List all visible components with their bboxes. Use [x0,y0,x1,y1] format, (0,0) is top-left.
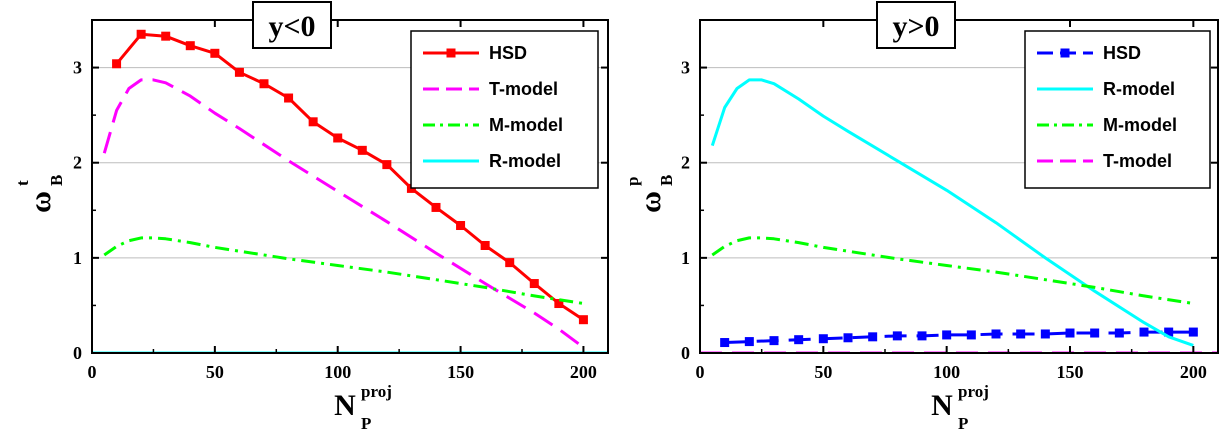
y-axis-label-main: ω [634,191,667,213]
data-point [431,202,441,212]
data-point [769,336,779,346]
data-point [892,331,902,341]
data-point [843,333,853,343]
data-point [966,330,976,340]
x-axis-label-superscript: proj [361,382,392,401]
x-tick-label: 50 [814,362,832,382]
data-point [1016,329,1026,339]
y-axis-label: ωp B [623,175,676,213]
legend: HSD R-model M-model T-model [1024,30,1211,189]
x-tick-label: 200 [570,362,597,382]
series-group [700,78,1218,353]
legend: HSD T-model M-model R-model [410,30,599,189]
panel-tag-text: y>0 [892,10,939,43]
legend-label: T-model [489,79,558,99]
panel-tag-text: y<0 [268,10,315,43]
legend-label: M-model [1103,115,1177,135]
x-tick-label: 200 [1180,362,1207,382]
x-tick-label: 0 [88,362,97,382]
legend-label: R-model [1103,79,1175,99]
data-point [1090,328,1100,338]
data-point [1139,327,1149,337]
chart-panel-left: 0 50 100 150 200 0 1 2 3 N proj Pωt By<0 HSD T-model M-… [13,1,609,433]
data-point [185,41,195,51]
data-point [917,331,927,341]
data-point [744,337,754,347]
data-point [1164,327,1174,337]
data-point [720,338,730,348]
data-point [1188,327,1198,337]
data-point [234,67,244,77]
x-tick-label: 0 [696,362,705,382]
data-point [210,48,220,58]
data-point [1065,328,1075,338]
legend-label: M-model [489,115,563,135]
panel-tag: y<0 [252,1,332,49]
y-axis-label-superscript: p [623,177,642,186]
series-line-m-model [711,236,1194,305]
x-axis-label: N [334,389,356,422]
data-point [818,334,828,344]
y-tick-label: 2 [681,153,690,173]
data-point [505,258,515,268]
data-point [942,330,952,340]
series-group [92,29,608,353]
x-tick-label: 50 [206,362,224,382]
data-point [161,31,171,41]
y-tick-label: 1 [681,248,690,268]
x-tick-label: 100 [933,362,960,382]
data-point [868,332,878,342]
legend-label: R-model [489,151,561,171]
y-tick-label: 2 [73,153,82,173]
data-point [578,315,588,325]
data-point [991,329,1001,339]
y-axis-label-subscript: B [657,175,676,186]
data-point [480,240,490,250]
plot-frame [91,19,609,354]
y-axis-label-main: ω [24,191,57,213]
legend-marker [446,48,456,58]
x-axis-label-subscript: P [361,414,371,433]
legend-box [1024,30,1211,189]
x-tick-label: 150 [447,362,474,382]
x-axis-label-subscript: P [958,414,968,433]
panel-tag: y>0 [876,1,956,49]
plot-frame [699,19,1219,354]
y-tick-label: 1 [73,248,82,268]
chart-panel-right: 0 50 100 150 200 0 1 2 3 N proj Pωp By>0 HSD R-model M-… [623,1,1219,433]
data-point [357,145,367,155]
y-axis-label: ωt B [13,175,66,213]
data-point [1114,328,1124,338]
y-tick-label: 3 [681,58,690,78]
x-axis-label: N [931,389,953,422]
x-tick-label: 150 [1057,362,1084,382]
legend-label: T-model [1103,151,1172,171]
series-line-t-model [102,78,585,349]
x-axis-label-superscript: proj [958,382,989,401]
data-point [1040,329,1050,339]
data-point [794,335,804,345]
y-tick-label: 0 [681,343,690,363]
data-point [382,160,392,170]
data-point [308,117,318,127]
y-tick-label: 0 [73,343,82,363]
data-point [333,133,343,143]
data-point [456,221,466,231]
data-point [554,299,564,309]
series-line-m-model [103,236,584,305]
legend-label: HSD [1103,43,1141,63]
data-point [259,79,269,89]
y-tick-label: 3 [73,58,82,78]
legend-marker [1060,48,1070,58]
legend-label: HSD [489,43,527,63]
data-point [112,59,122,69]
y-axis-label-superscript: t [13,180,32,186]
series-line-r-model [710,78,1194,347]
x-tick-label: 100 [324,362,351,382]
data-point [136,29,146,39]
data-point [529,279,539,289]
y-axis-label-subscript: B [47,175,66,186]
data-point [284,93,294,103]
